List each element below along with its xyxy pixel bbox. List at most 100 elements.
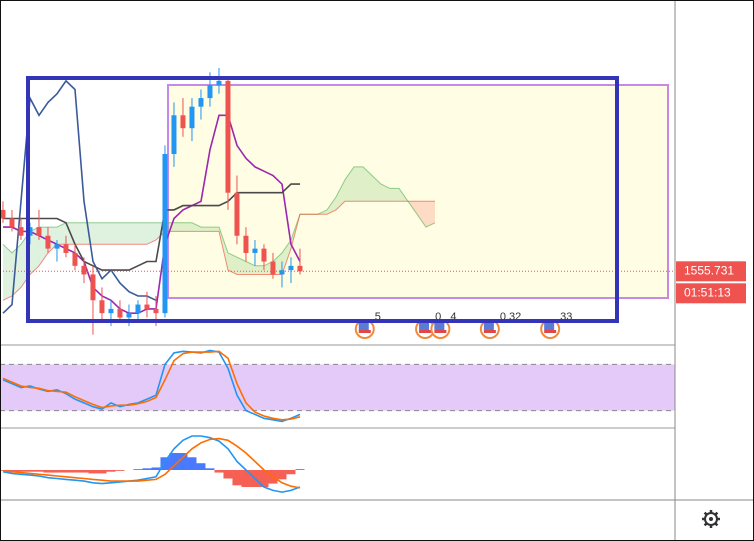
candle-body bbox=[45, 235, 51, 249]
candle-body bbox=[270, 261, 276, 275]
candle-body bbox=[63, 244, 69, 253]
candle-body bbox=[18, 227, 24, 236]
candle-body bbox=[99, 300, 105, 314]
cloud-fill bbox=[227, 252, 237, 275]
candle-body bbox=[81, 265, 87, 275]
histogram-bar bbox=[187, 457, 197, 471]
candle-body bbox=[207, 85, 213, 99]
candle-body bbox=[288, 265, 294, 271]
histogram-bar bbox=[286, 470, 296, 475]
candle-body bbox=[54, 244, 60, 249]
cloud-fill bbox=[254, 265, 264, 275]
candle-body bbox=[90, 274, 96, 301]
candle-body bbox=[162, 154, 168, 314]
histogram-bar bbox=[232, 470, 242, 486]
histogram-bar bbox=[277, 470, 287, 480]
event-flag bbox=[483, 323, 494, 330]
cloud-fill bbox=[353, 166, 363, 202]
indicator-line bbox=[3, 114, 301, 314]
axes: 1555.731 01:51:13 bbox=[676, 261, 746, 304]
candle-body bbox=[243, 235, 249, 253]
indicator-line bbox=[2, 437, 301, 489]
cloud-fill bbox=[371, 175, 381, 202]
event-label: 0 bbox=[435, 311, 441, 323]
histogram-bar bbox=[97, 470, 107, 474]
cloud-fill bbox=[119, 222, 129, 245]
candle-body bbox=[9, 218, 15, 228]
histogram-bar bbox=[115, 470, 125, 471]
histogram-bar bbox=[160, 457, 170, 471]
cloud-fill bbox=[389, 188, 399, 202]
candle-body bbox=[279, 270, 285, 275]
candle-body bbox=[126, 313, 132, 318]
cloud-fill bbox=[146, 222, 156, 245]
candle-body bbox=[189, 106, 195, 129]
event-flag-stripe bbox=[483, 330, 496, 333]
cloud-fill bbox=[128, 222, 138, 245]
cloud-fill bbox=[236, 257, 246, 275]
cloud-fill bbox=[110, 222, 120, 245]
indicator-line bbox=[3, 183, 300, 271]
histogram-bar bbox=[16, 470, 26, 472]
cloud-fill bbox=[56, 222, 66, 245]
histogram-bar bbox=[178, 453, 188, 471]
histogram-bar bbox=[7, 470, 17, 472]
candle-body bbox=[180, 115, 186, 129]
drawn-rectangle[interactable] bbox=[167, 84, 669, 299]
cloud-fill bbox=[281, 240, 291, 275]
histogram-bar bbox=[259, 470, 269, 488]
candle-body bbox=[216, 80, 222, 86]
histogram-bar bbox=[133, 469, 143, 471]
indicator-line bbox=[2, 435, 301, 493]
cloud-fill bbox=[344, 166, 354, 202]
cloud-span bbox=[2, 166, 436, 267]
event-flag bbox=[434, 323, 445, 330]
candle-body bbox=[0, 209, 6, 219]
histogram-bar bbox=[151, 467, 161, 471]
candle-body bbox=[198, 98, 204, 107]
candle-body bbox=[135, 304, 141, 314]
cloud-fill bbox=[335, 179, 345, 210]
gear-center[interactable] bbox=[709, 517, 713, 521]
histogram-bar bbox=[34, 470, 44, 472]
candle-body bbox=[261, 248, 267, 262]
price-tag-label: 1555.731 bbox=[684, 263, 734, 277]
histogram-bar bbox=[70, 470, 80, 473]
countdown-label: 01:51:13 bbox=[684, 285, 731, 299]
countdown-tag bbox=[676, 283, 746, 304]
cloud-fill bbox=[74, 222, 84, 245]
candle-body bbox=[171, 115, 177, 155]
event-label: 5 bbox=[375, 311, 381, 323]
gear-teeth[interactable] bbox=[702, 510, 720, 528]
event-flag bbox=[358, 323, 369, 330]
candle-body bbox=[297, 265, 303, 272]
cloud-fill bbox=[191, 222, 201, 232]
cloud-fill bbox=[425, 201, 435, 228]
histogram-bar bbox=[205, 468, 215, 471]
histogram-bar bbox=[196, 463, 206, 471]
cloud-fill bbox=[92, 222, 102, 245]
cloud-fill bbox=[380, 184, 390, 202]
settings-button[interactable] bbox=[702, 510, 720, 528]
histogram-bar bbox=[295, 469, 305, 471]
candle-body bbox=[153, 308, 159, 314]
cloud-fill bbox=[101, 222, 111, 245]
cloud-fill bbox=[209, 227, 219, 232]
cloud-fill bbox=[182, 222, 192, 232]
drawn-box[interactable] bbox=[26, 76, 619, 323]
histogram-bar bbox=[79, 470, 89, 473]
cloud-fill bbox=[29, 227, 39, 275]
event-flag-stripe bbox=[419, 330, 432, 333]
histogram-bar bbox=[43, 470, 53, 473]
candle-body bbox=[225, 80, 231, 193]
event-flag-stripe bbox=[434, 330, 447, 333]
histogram-bar bbox=[223, 470, 233, 479]
histogram-bar bbox=[61, 470, 71, 473]
cloud-fill bbox=[416, 201, 426, 228]
histogram-bar bbox=[106, 470, 116, 472]
plot: 5 0 4 0.32 33 bbox=[0, 67, 675, 493]
event-flag-stripe bbox=[358, 330, 371, 333]
histogram-bar bbox=[169, 453, 179, 471]
event-label: 4 bbox=[450, 311, 456, 323]
